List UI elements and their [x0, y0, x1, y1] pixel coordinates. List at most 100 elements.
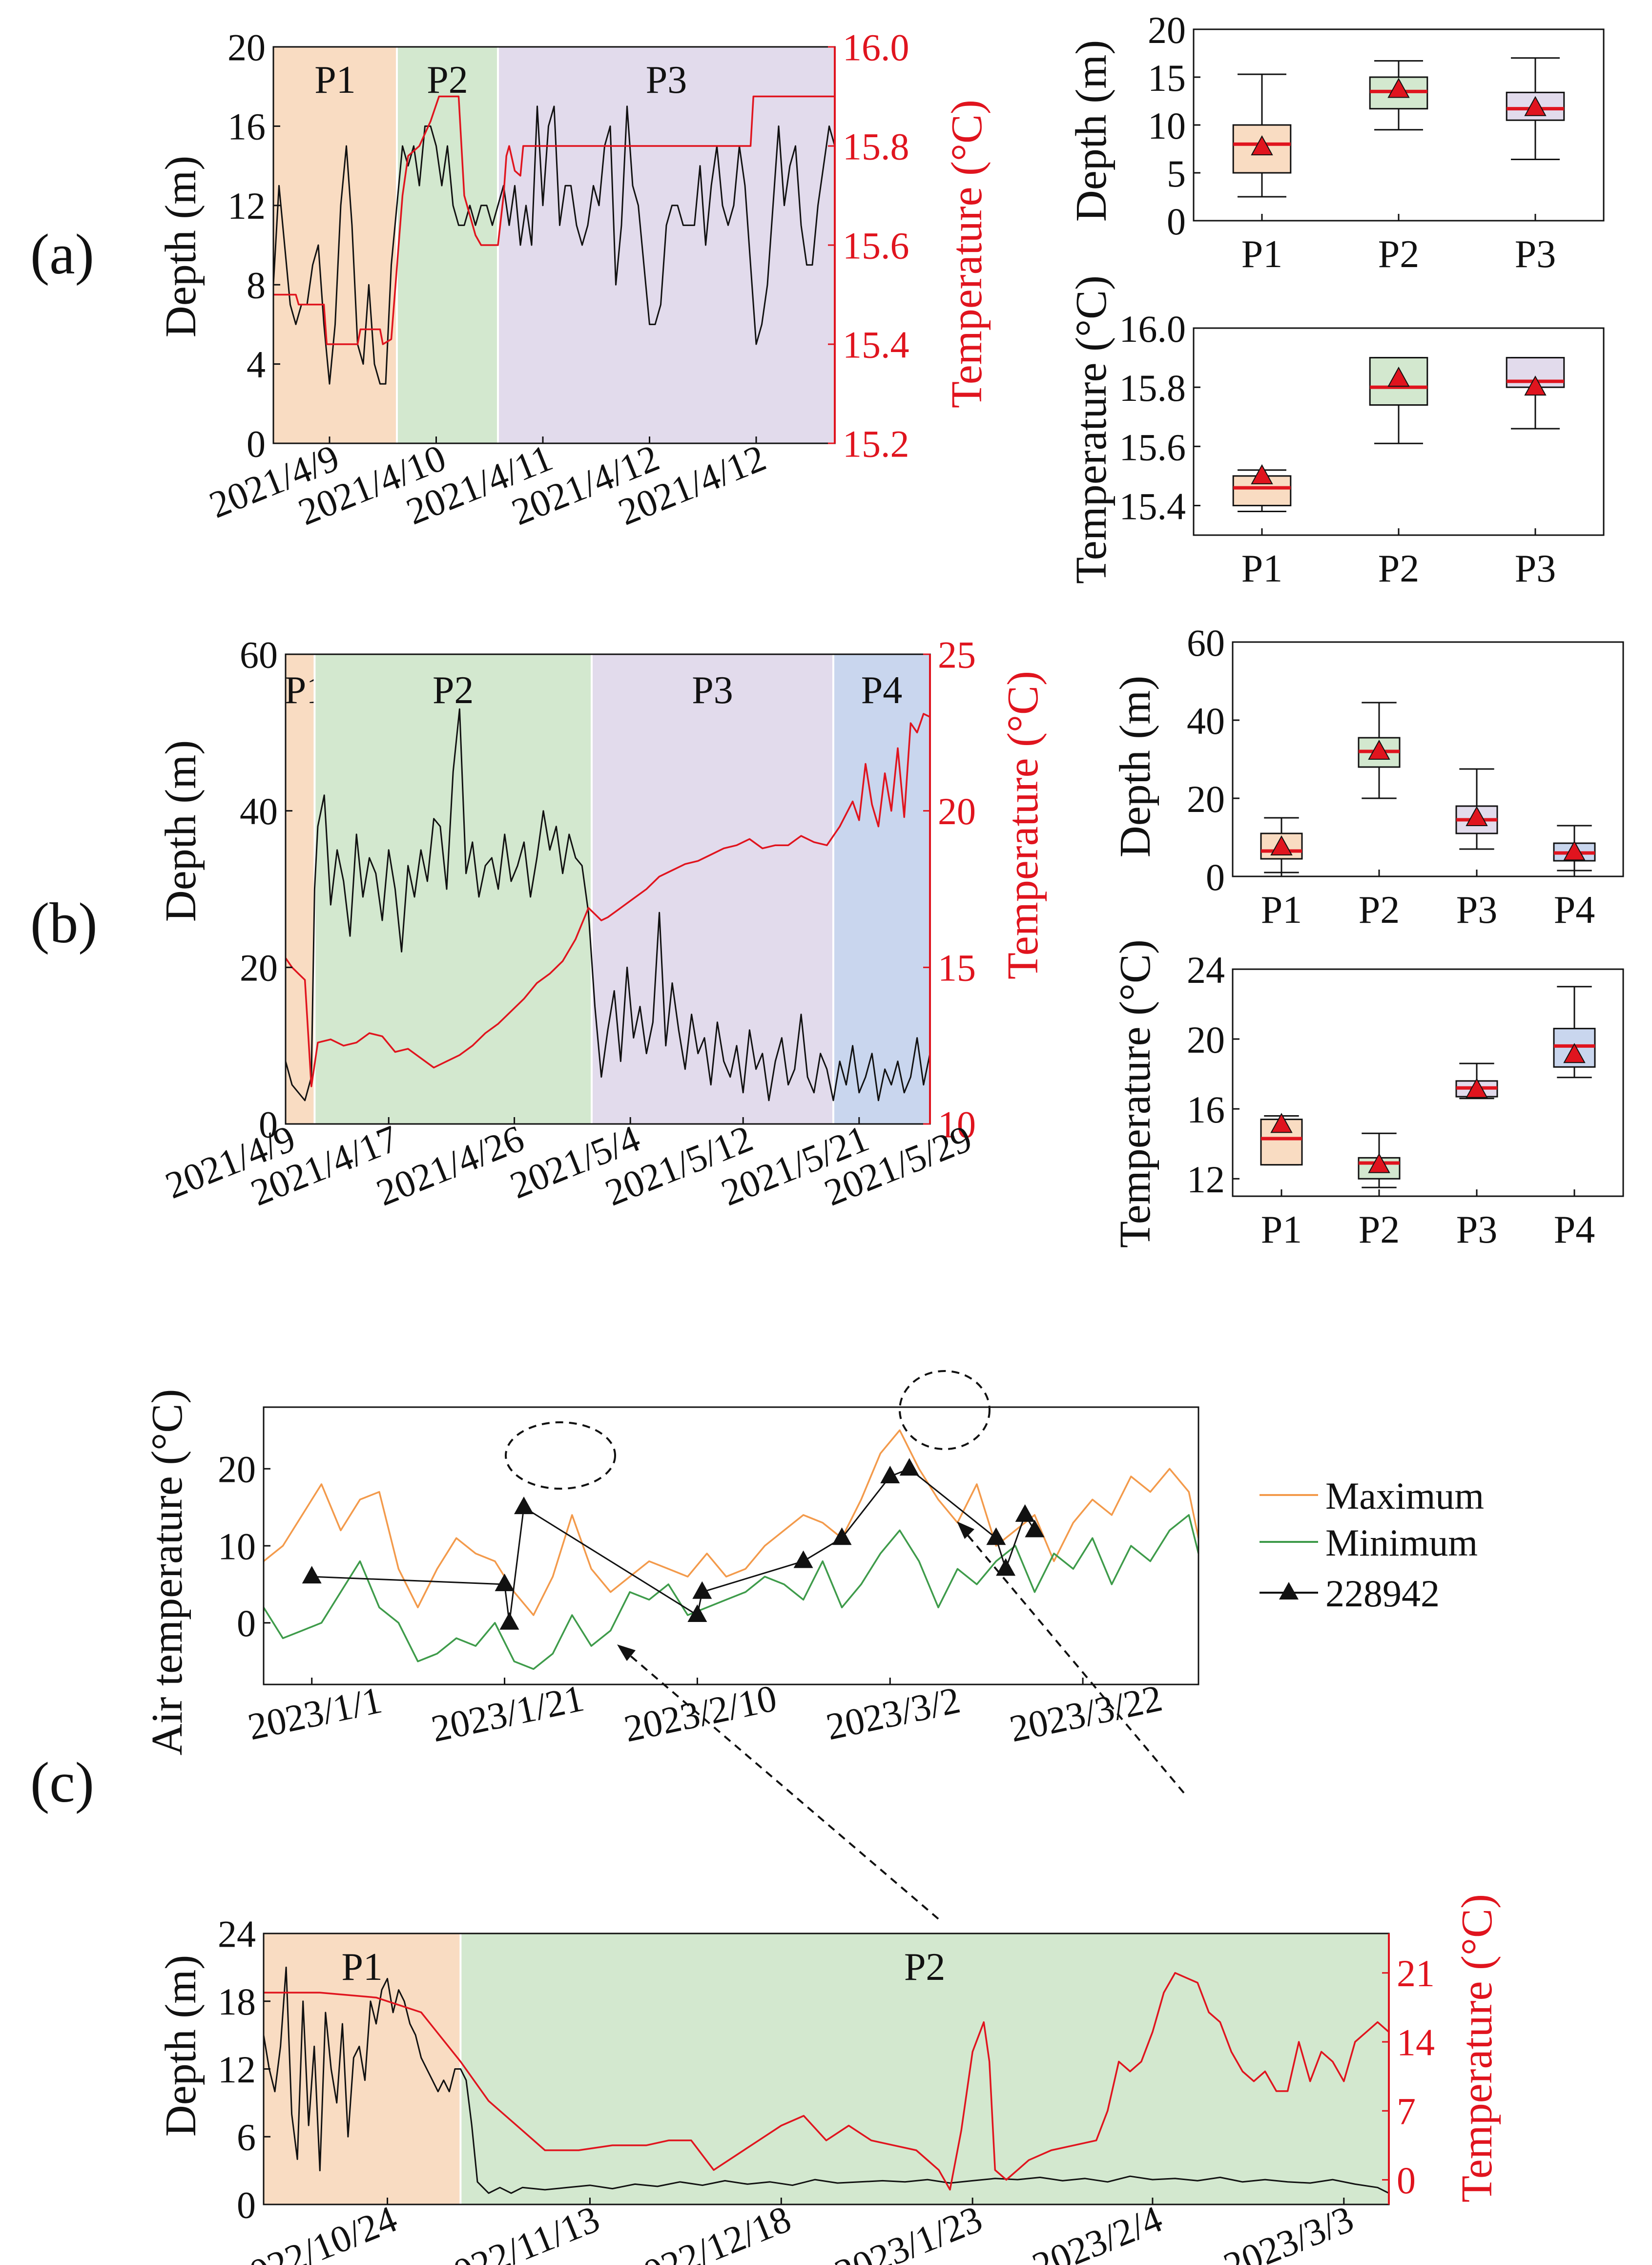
x-tick-label: P1	[1261, 1208, 1302, 1251]
c-main-ylabel: Depth (m)	[157, 1955, 205, 2137]
x-tick-label: 2023/2/4	[1027, 2197, 1168, 2265]
box-mean-marker	[1387, 366, 1410, 387]
y-tick-label: 0	[1167, 200, 1186, 243]
y-tick-label: 0	[259, 1103, 278, 1145]
period-label-P4: P4	[861, 669, 903, 712]
chart-b-depth-temperature: P1 P2 P3 P40204060101520252021/4/92021/4/17…	[160, 633, 978, 1214]
b-box-depth-ylabel: Depth (m)	[1111, 676, 1159, 857]
a-main-ylabel: Depth (m)	[157, 156, 205, 337]
y2-tick-label: 15.4	[843, 323, 909, 366]
legend-label: Maximum	[1325, 1475, 1484, 1517]
highlight-ellipse-jan	[505, 1421, 616, 1490]
a-main-y2label: Temperature (°C)	[943, 100, 991, 408]
period-band-P2	[460, 1933, 1389, 2204]
period-label-P1: P1	[341, 1946, 383, 1989]
x-tick-label: P3	[1456, 889, 1498, 932]
panel-label-c: (c)	[30, 1750, 94, 1814]
period-label-P2: P2	[904, 1946, 946, 1989]
y-tick-label: 20	[240, 947, 278, 989]
b-box-temp-ylabel: Temperature (°C)	[1111, 939, 1159, 1248]
y-tick-label: 20	[1187, 1018, 1225, 1061]
series-line-228942	[311, 1468, 1035, 1624]
x-tick-label: P1	[1241, 233, 1283, 276]
y-tick-label: 60	[1187, 622, 1225, 664]
series-marker	[687, 1604, 707, 1622]
x-tick-label: P4	[1554, 1208, 1595, 1251]
y-tick-label: 24	[218, 1912, 256, 1955]
box-mean-marker	[1270, 835, 1293, 855]
x-tick-label: P3	[1515, 547, 1556, 590]
dashed-arrow-mar	[962, 1528, 1185, 1794]
x-tick-label: P2	[1378, 547, 1420, 590]
box-mean-marker	[1563, 1043, 1586, 1063]
box-mean-marker	[1524, 96, 1547, 116]
period-band-P4	[833, 654, 930, 1124]
chart-b-temperature-boxplot: 12 16 20 24 P1 P2 P3 P4	[1187, 949, 1624, 1251]
y2-tick-label: 15	[938, 947, 976, 989]
highlight-ellipse-mar	[899, 1370, 991, 1450]
box-mean-marker	[1524, 375, 1547, 396]
y-tick-label: 0	[1206, 856, 1225, 898]
box-frame	[1232, 641, 1624, 877]
y2-tick-label: 7	[1397, 2090, 1416, 2133]
y-tick-label: 15.8	[1119, 367, 1186, 409]
legend-marker	[1279, 1582, 1299, 1600]
period-band-P1	[273, 47, 397, 443]
series-line-temperature	[273, 95, 835, 345]
x-tick-label: 2023/2/10	[620, 1676, 781, 1750]
series-marker	[499, 1612, 519, 1630]
x-tick-label: 2021/4/26	[371, 1117, 530, 1214]
period-label-P3: P3	[692, 669, 733, 712]
y-tick-label: 15.4	[1119, 485, 1186, 527]
y2-tick-label: 20	[938, 790, 976, 832]
b-main-ylabel: Depth (m)	[157, 740, 205, 922]
arrowhead-mar	[957, 1521, 974, 1539]
y-tick-label: 15.6	[1119, 426, 1186, 468]
series-line-depth	[263, 1966, 1389, 2194]
series-marker	[899, 1458, 919, 1476]
period-label-P2: P2	[433, 669, 474, 712]
y-tick-label: 24	[1187, 949, 1225, 991]
y-tick-label: 16	[1187, 1088, 1225, 1131]
y-tick-label: 0	[237, 2183, 256, 2226]
period-band-P1	[286, 654, 315, 1124]
series-marker	[495, 1573, 515, 1591]
period-band-P3	[498, 47, 835, 443]
y2-tick-label: 15.6	[843, 224, 909, 267]
x-tick-label: 2022/12/18	[620, 2197, 797, 2265]
panel-label-a: (a)	[30, 222, 94, 286]
a-box-depth-ylabel: Depth (m)	[1067, 40, 1115, 222]
y-tick-label: 20	[1148, 9, 1186, 51]
y-tick-label: 16	[227, 105, 266, 148]
series-line-depth	[272, 105, 836, 385]
y2-tick-label: 15.8	[843, 125, 909, 167]
x-tick-label: P3	[1515, 233, 1556, 276]
box-mean-marker	[1466, 1078, 1488, 1098]
c-air-ylabel: Air temperature (°C)	[143, 1389, 191, 1756]
y-tick-label: 16.0	[1119, 308, 1186, 350]
box-mean-marker	[1563, 840, 1586, 861]
chart-b-depth-boxplot: 0 20 40 60 P1 P2 P3 P4	[1187, 622, 1624, 932]
series-line-temperature	[285, 713, 930, 1087]
y-tick-label: 12	[1187, 1158, 1225, 1201]
x-tick-label: 2023/1/1	[244, 1678, 385, 1748]
x-tick-label: P2	[1359, 889, 1400, 932]
box-mean-marker	[1251, 464, 1273, 484]
series-marker	[996, 1558, 1016, 1576]
y2-tick-label: 16.0	[843, 26, 909, 68]
series-marker	[832, 1527, 852, 1545]
series-line-maximum	[263, 1429, 1199, 1616]
x-tick-label: P4	[1554, 889, 1595, 932]
series-marker	[692, 1581, 712, 1599]
y-tick-label: 10	[218, 1525, 256, 1567]
y2-tick-label: 10	[938, 1103, 976, 1145]
y-tick-label: 12	[218, 2048, 256, 2091]
b-main-y2label: Temperature (°C)	[999, 671, 1047, 979]
box-mean-marker	[1270, 1113, 1293, 1133]
y-tick-label: 20	[218, 1448, 256, 1491]
x-tick-label: 2023/3/2	[823, 1678, 964, 1748]
y-tick-label: 8	[247, 264, 266, 307]
box-mean-marker	[1251, 135, 1273, 156]
y-tick-label: 0	[247, 422, 266, 465]
